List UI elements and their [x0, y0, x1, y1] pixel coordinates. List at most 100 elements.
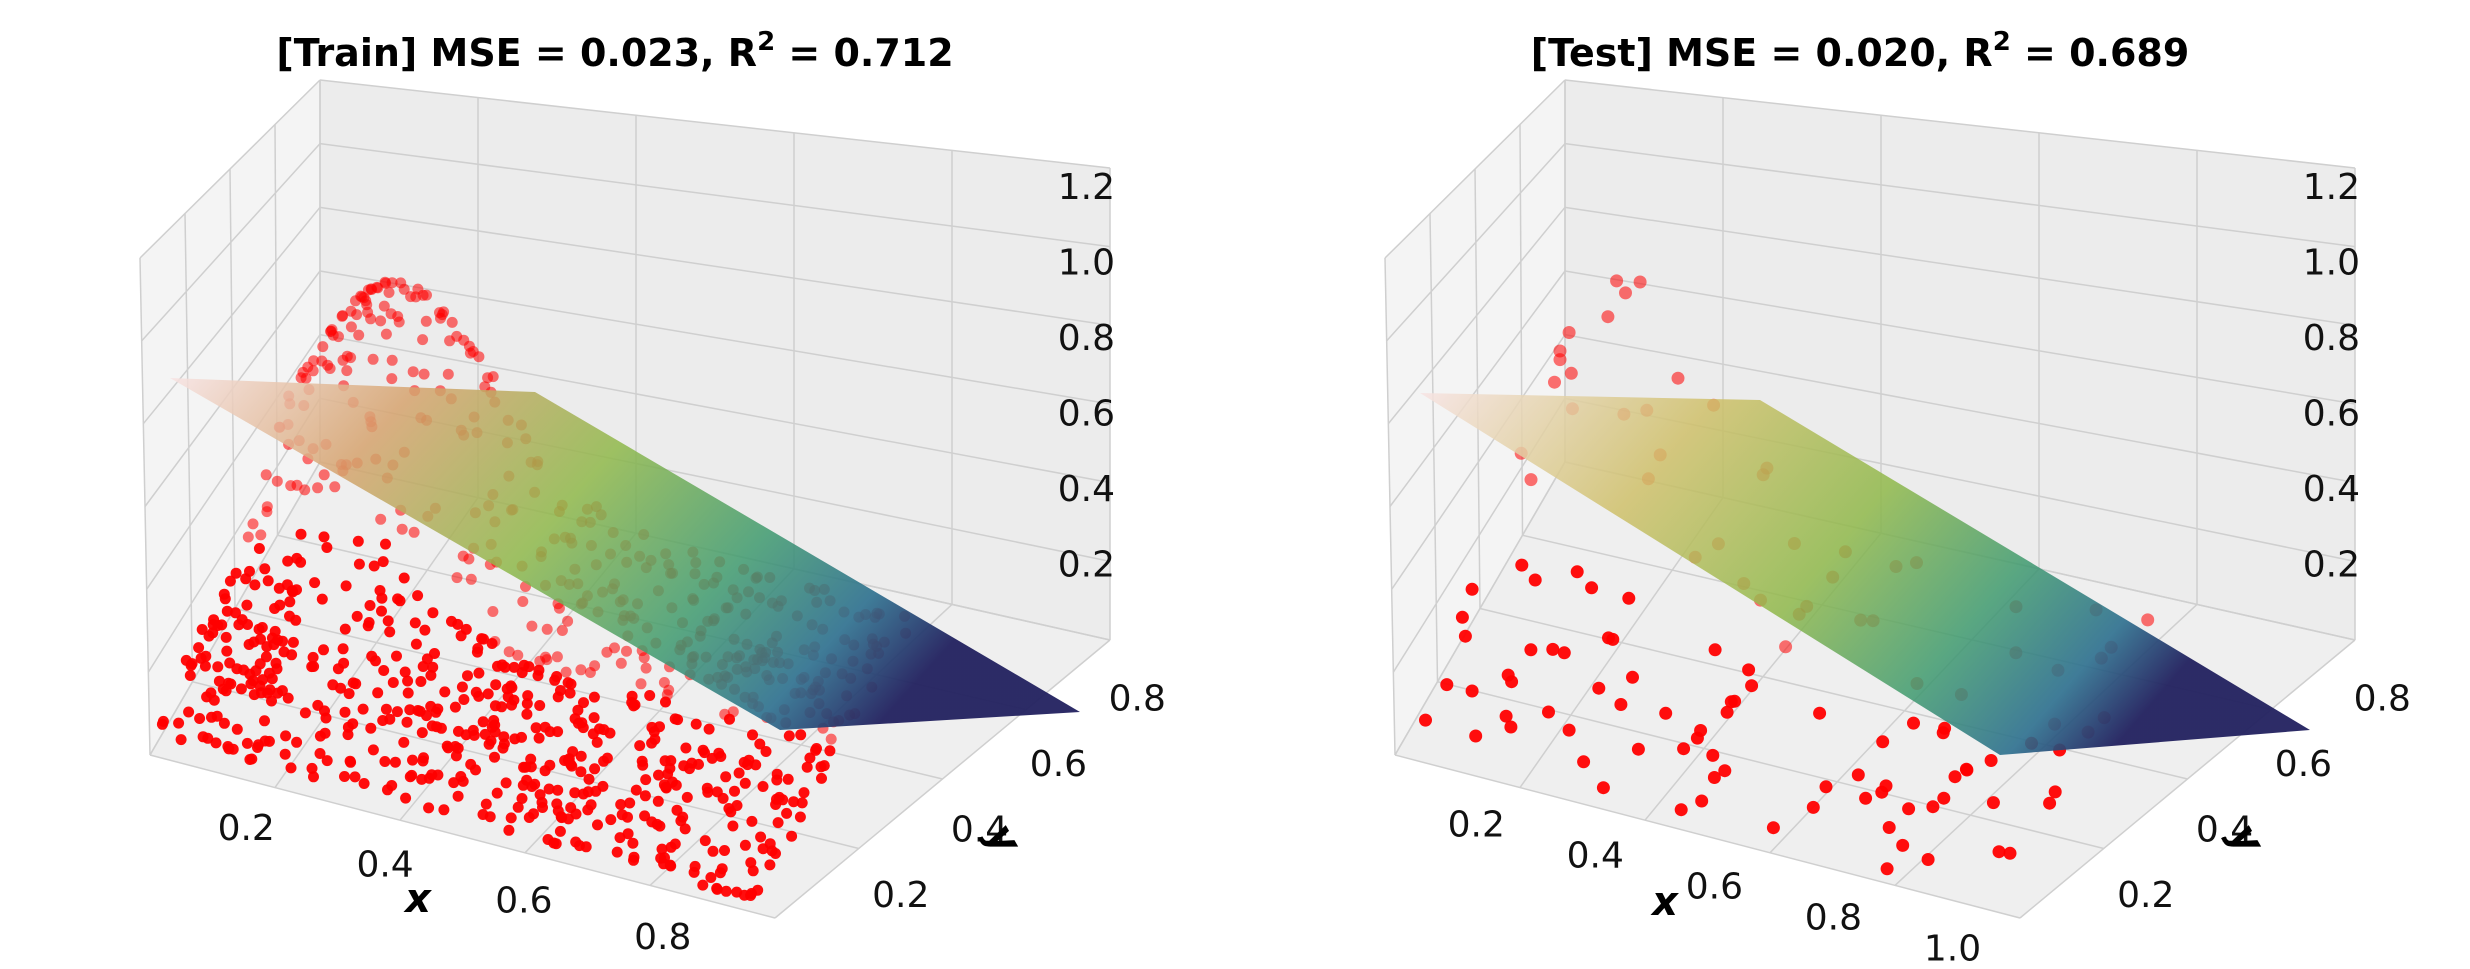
grid-line: [1474, 168, 1481, 609]
data-point: [417, 661, 429, 672]
data-point: [1779, 640, 1793, 654]
data-point: [471, 646, 483, 658]
data-point: [552, 805, 564, 817]
data-point: [681, 791, 693, 803]
data-point: [252, 742, 263, 753]
data-point: [781, 807, 793, 819]
data-point: [277, 635, 288, 647]
data-point: [201, 691, 213, 703]
data-point: [804, 752, 816, 764]
test-ticks: 0.2 0.4 0.6 0.8 1.0 0.2 0.4 0.6 0.8 0.2 0.4 0.6 0.8 1…: [1448, 167, 2411, 969]
data-point: [562, 615, 574, 627]
grid-line: [1564, 142, 2356, 248]
data-point: [247, 518, 259, 530]
data-point: [1718, 764, 1732, 778]
data-point: [246, 753, 258, 765]
grid-line: [319, 333, 1111, 484]
data-point: [368, 560, 380, 572]
data-point: [1499, 709, 1513, 723]
data-point: [739, 777, 751, 789]
data-point: [2043, 796, 2057, 810]
data-point: [2003, 846, 2017, 860]
data-point: [306, 762, 318, 774]
data-point: [714, 867, 726, 879]
data-point: [199, 660, 211, 672]
data-point: [327, 679, 339, 691]
data-point: [601, 752, 613, 764]
data-point: [225, 678, 237, 690]
data-point: [410, 638, 422, 650]
data-point: [295, 372, 307, 384]
data-point: [203, 630, 215, 642]
data-point: [1501, 668, 1515, 682]
data-point: [213, 675, 225, 687]
grid-line: [149, 754, 776, 919]
data-point: [1659, 706, 1673, 720]
data-point: [512, 649, 524, 661]
data-point: [429, 648, 440, 659]
grid-line: [274, 124, 279, 536]
data-point: [441, 740, 453, 752]
data-point: [1921, 853, 1935, 866]
data-point: [1562, 723, 1576, 737]
data-point: [407, 754, 418, 766]
data-point: [627, 837, 639, 849]
data-point: [516, 793, 528, 804]
data-point: [194, 713, 206, 724]
data-point: [1504, 720, 1518, 734]
grid-line: [184, 213, 194, 682]
data-point: [343, 688, 355, 700]
data-point: [1596, 781, 1610, 795]
y-tick-label: 0.2: [2117, 875, 2174, 916]
data-point: [231, 723, 243, 735]
data-point: [383, 287, 395, 298]
data-point: [407, 366, 419, 378]
grid-line: [1519, 124, 1524, 536]
z-tick-label: 0.6: [2303, 393, 2360, 434]
data-point: [460, 623, 472, 635]
data-point: [339, 706, 351, 718]
data-point: [210, 737, 222, 749]
data-point: [1819, 780, 1833, 794]
data-point: [794, 811, 806, 823]
data-point: [375, 513, 387, 525]
data-point: [483, 738, 495, 750]
data-point: [532, 670, 544, 682]
data-point: [796, 797, 808, 809]
data-point: [318, 644, 329, 656]
data-point: [253, 543, 265, 554]
data-point: [416, 773, 428, 785]
data-point: [1706, 748, 1720, 762]
data-point: [1882, 821, 1896, 834]
data-point: [1695, 794, 1709, 808]
data-point: [418, 752, 429, 764]
data-point: [421, 289, 432, 301]
data-point: [624, 797, 636, 809]
data-point: [372, 687, 384, 699]
data-point: [318, 531, 330, 543]
data-point: [731, 886, 743, 898]
train-xlabel: x: [403, 876, 432, 922]
data-point: [382, 784, 393, 796]
x-tick-label: 0.8: [1805, 897, 1862, 938]
data-point: [746, 815, 758, 827]
data-point: [224, 575, 236, 587]
data-point: [1528, 573, 1542, 587]
data-point: [729, 785, 740, 797]
data-point: [448, 777, 460, 789]
data-point: [233, 619, 245, 631]
data-point: [1524, 473, 1538, 487]
x-tick-label: 0.4: [356, 844, 413, 885]
data-point: [588, 691, 600, 703]
data-point: [218, 717, 230, 729]
data-point: [1619, 286, 1632, 300]
data-point: [1992, 845, 2006, 859]
data-point: [1671, 371, 1685, 385]
data-point: [473, 351, 485, 363]
data-point: [1708, 643, 1722, 657]
x-tick-label: 0.2: [218, 808, 275, 849]
data-point: [592, 819, 603, 831]
data-point: [425, 700, 437, 712]
train-panel: [Train] MSE = 0.023, R2 = 0.712 0.20.40.…: [139, 27, 1166, 958]
data-point: [637, 759, 649, 771]
